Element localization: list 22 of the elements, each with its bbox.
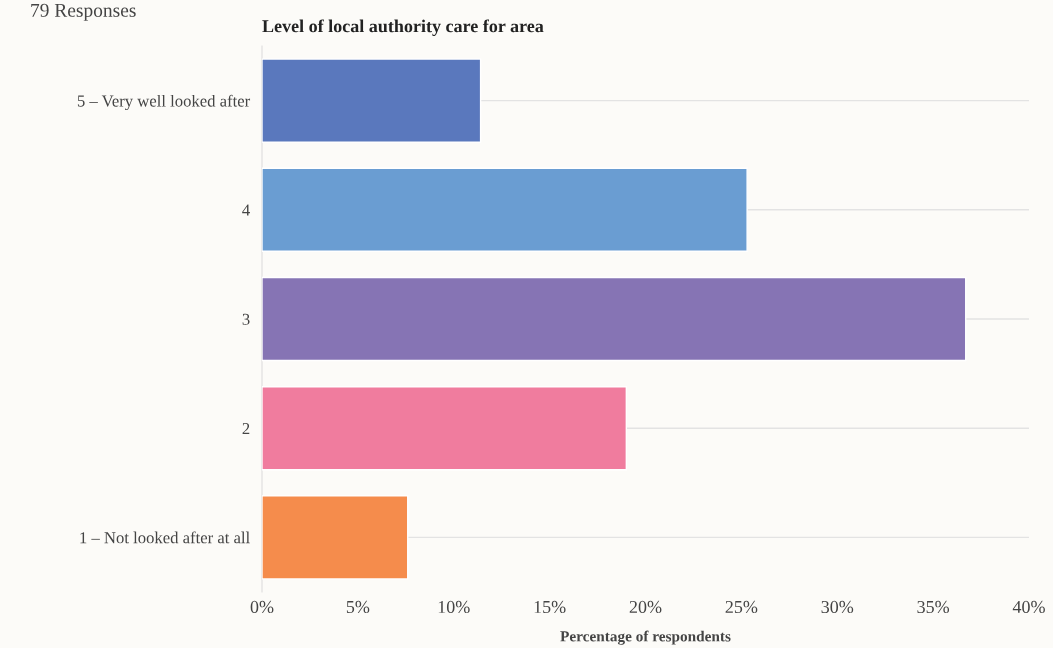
chart-title: Level of local authority care for area	[262, 19, 544, 37]
x-tick-label: 35%	[917, 600, 950, 614]
bar	[262, 58, 482, 143]
x-axis-title: Percentage of respondents	[560, 630, 731, 645]
y-tick-label: 2	[242, 422, 250, 434]
y-tick-label: 4	[242, 204, 250, 216]
bar	[262, 495, 409, 580]
bar	[262, 386, 628, 471]
x-tick-label: 5%	[346, 600, 370, 614]
x-tick-label: 25%	[725, 600, 758, 614]
bar	[262, 167, 748, 252]
bar	[262, 276, 967, 362]
y-tick-label: 3	[242, 313, 250, 325]
x-tick-label: 10%	[438, 600, 470, 614]
text: 79 Responses	[31, 3, 136, 21]
x-tick-label: 30%	[821, 600, 854, 614]
y-tick-label: 1 – Not looked after at all	[80, 531, 250, 544]
x-tick-label: 0%	[250, 600, 274, 614]
x-tick-label: 40%	[1012, 600, 1045, 614]
x-tick-label: 20%	[629, 600, 662, 614]
x-tick-label: 15%	[534, 600, 566, 614]
y-tick-label: 5 – Very well looked after	[77, 94, 251, 111]
